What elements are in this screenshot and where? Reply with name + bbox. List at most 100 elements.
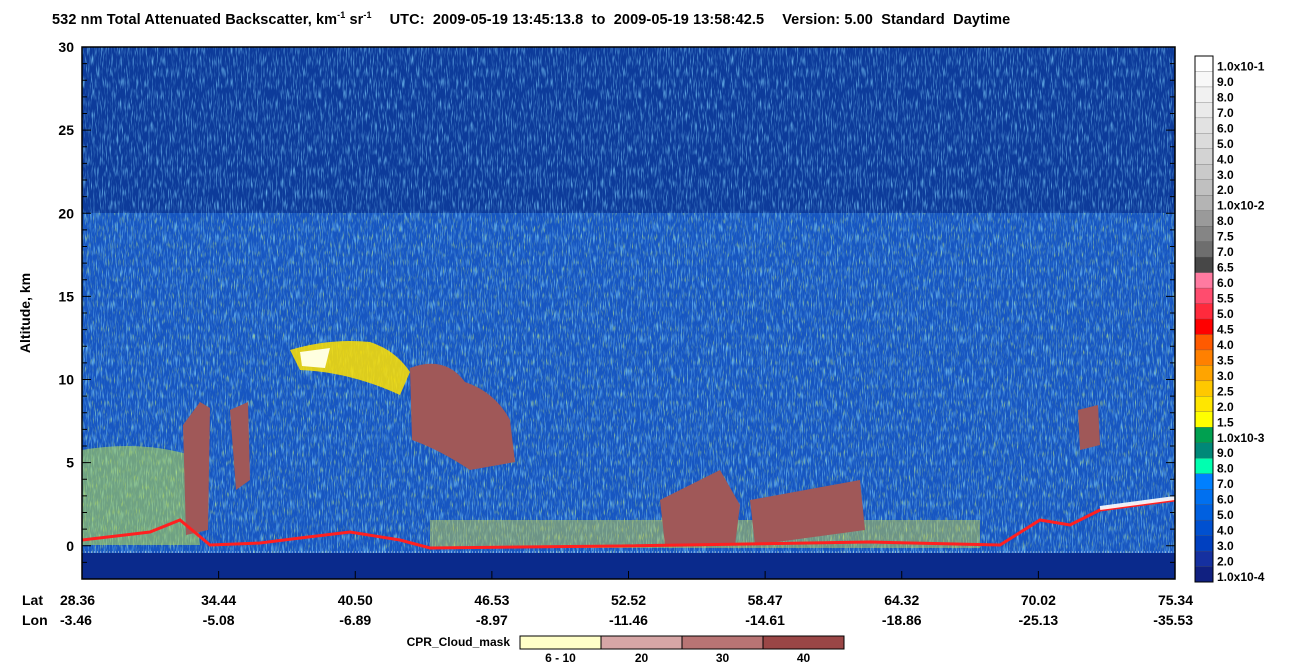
- colorbar-swatch: [1194, 71, 1214, 88]
- title-version: Version: 5.00: [782, 11, 873, 28]
- colorbar-label: 8.0: [1217, 214, 1234, 228]
- colorbar-swatch: [1194, 473, 1214, 490]
- aerosol-layer-west: [82, 446, 200, 545]
- cloud-mask-category-label: 20: [635, 651, 649, 665]
- cloud-mask-low-1: [660, 470, 740, 545]
- colorbar-swatch: [1194, 442, 1214, 459]
- colorbar-label: 1.0x10-4: [1217, 570, 1265, 584]
- y-tick-label: 10: [58, 372, 74, 388]
- colorbar-label: 4.5: [1217, 322, 1234, 336]
- colorbar-swatch: [1194, 86, 1214, 103]
- cloud-mask-category-label: 40: [797, 651, 811, 665]
- lon-tick-label: -6.89: [339, 612, 371, 628]
- colorbar-swatch: [1194, 241, 1214, 258]
- lon-tick-label: -8.97: [476, 612, 508, 628]
- colorbar-label: 5.0: [1217, 508, 1234, 522]
- colorbar-label: 7.0: [1217, 245, 1234, 259]
- lon-tick-label: -18.86: [882, 612, 922, 628]
- colorbar-label: 4.0: [1217, 524, 1234, 538]
- cloud-mask-swatch: [519, 635, 602, 650]
- cloud-mask-large: [410, 363, 515, 470]
- noise-texture-green: [82, 213, 1175, 553]
- colorbar-label: 7.5: [1217, 230, 1234, 244]
- colorbar-label: 8.0: [1217, 90, 1234, 104]
- colorbar-frame: [1194, 55, 1214, 583]
- y-tick-label: 30: [58, 39, 74, 55]
- colorbar-swatch: [1194, 519, 1214, 537]
- colorbar-label: 2.5: [1217, 384, 1234, 398]
- colorbar-label: 9.0: [1217, 446, 1234, 460]
- colorbar-swatch: [1194, 566, 1214, 583]
- colorbar-swatch: [1194, 210, 1214, 227]
- colorbar-swatch: [1194, 164, 1214, 181]
- colorbar-swatch: [1194, 380, 1214, 397]
- y-tick-label: 5: [66, 455, 74, 471]
- lat-tick-label: 28.36: [60, 592, 95, 608]
- colorbar-swatch: [1194, 256, 1214, 274]
- colorbar-label: 2.0: [1217, 183, 1234, 197]
- y-axis-label: Altitude, km: [17, 273, 33, 353]
- cloud-mask-swatch: [600, 635, 683, 650]
- cloud-mask-column-2: [230, 402, 250, 490]
- colorbar-swatch: [1194, 226, 1214, 243]
- title-utc-end: 2009-05-19 13:58:42.5: [613, 11, 765, 28]
- cloud-mask-swatch: [681, 635, 764, 650]
- colorbar-label: 3.0: [1217, 369, 1234, 383]
- colorbar-label: 1.5: [1217, 415, 1234, 429]
- colorbar-label: 6.5: [1217, 261, 1234, 275]
- colorbar-swatch: [1194, 133, 1214, 150]
- colorbar-label: 1.0x10-3: [1217, 431, 1265, 445]
- colorbar-label: 6.0: [1217, 276, 1234, 290]
- surface-return-line: [82, 498, 1175, 550]
- colorbar-label: 9.0: [1217, 75, 1234, 89]
- colorbar-label: 8.0: [1217, 462, 1234, 476]
- title-utc-to: to: [591, 11, 606, 28]
- cloud-mask-low-2: [750, 480, 865, 545]
- colorbar-swatch: [1194, 535, 1214, 552]
- colorbar-swatch: [1194, 117, 1214, 134]
- lat-tick-label: 40.50: [338, 592, 373, 608]
- colorbar-label: 1.0x10-2: [1217, 199, 1265, 213]
- lon-tick-label: -5.08: [203, 612, 235, 628]
- x-axis: 28.36 -3.46 34.44 -5.08 40.50 -6.89 46.53 -8.97…: [60, 571, 1193, 628]
- colorbar-label: 6.0: [1217, 121, 1234, 135]
- colorbar-label: 2.0: [1217, 555, 1234, 569]
- title-daylight: Daytime: [953, 11, 1011, 28]
- cloud-mask-column-1: [183, 402, 210, 535]
- colorbar-swatch: [1194, 458, 1214, 475]
- colorbar-swatch: [1194, 365, 1214, 382]
- lon-tick-label: -11.46: [609, 612, 648, 628]
- lat-tick-label: 75.34: [1158, 592, 1193, 608]
- title-utc-start: 2009-05-19 13:45:13.8: [432, 11, 584, 28]
- colorbar-label: 5.0: [1217, 137, 1234, 151]
- cloud-mask-category-label: 30: [716, 651, 730, 665]
- cloud-mask-low-3: [1078, 405, 1100, 450]
- colorbar-label: 3.5: [1217, 353, 1234, 367]
- lat-tick-label: 52.52: [611, 592, 646, 608]
- colorbar-swatch: [1194, 195, 1214, 212]
- lon-label: Lon: [22, 612, 48, 628]
- colorbar-swatch: [1194, 427, 1214, 444]
- colorbar-swatch: [1194, 396, 1214, 413]
- colorbar-swatch: [1194, 303, 1214, 320]
- lon-tick-label: -14.61: [745, 612, 785, 628]
- colorbar-label: 5.0: [1217, 307, 1234, 321]
- lon-tick-label: -3.46: [60, 612, 92, 628]
- colorbar-swatch: [1194, 318, 1214, 335]
- colorbar-label: 3.0: [1217, 168, 1234, 182]
- colorbar-label: 2.0: [1217, 400, 1234, 414]
- lat-label: Lat: [22, 592, 43, 608]
- lat-tick-label: 34.44: [201, 592, 236, 608]
- colorbar-swatch: [1194, 55, 1214, 72]
- cloud-mask-legend-label: CPR_Cloud_mask: [407, 635, 511, 649]
- title-utc-label: UTC:: [389, 11, 425, 28]
- cloud-mask-legend: CPR_Cloud_mask 6 - 10 20 30 40: [407, 635, 845, 665]
- lon-tick-label: -35.53: [1153, 612, 1193, 628]
- y-tick-label: 15: [58, 288, 74, 304]
- colorbar-swatch: [1194, 272, 1214, 289]
- colorbar-swatch: [1194, 504, 1214, 521]
- colorbar-label: 5.5: [1217, 292, 1234, 306]
- colorbar-label: 1.0x10-1: [1217, 59, 1265, 73]
- lat-tick-label: 46.53: [474, 592, 509, 608]
